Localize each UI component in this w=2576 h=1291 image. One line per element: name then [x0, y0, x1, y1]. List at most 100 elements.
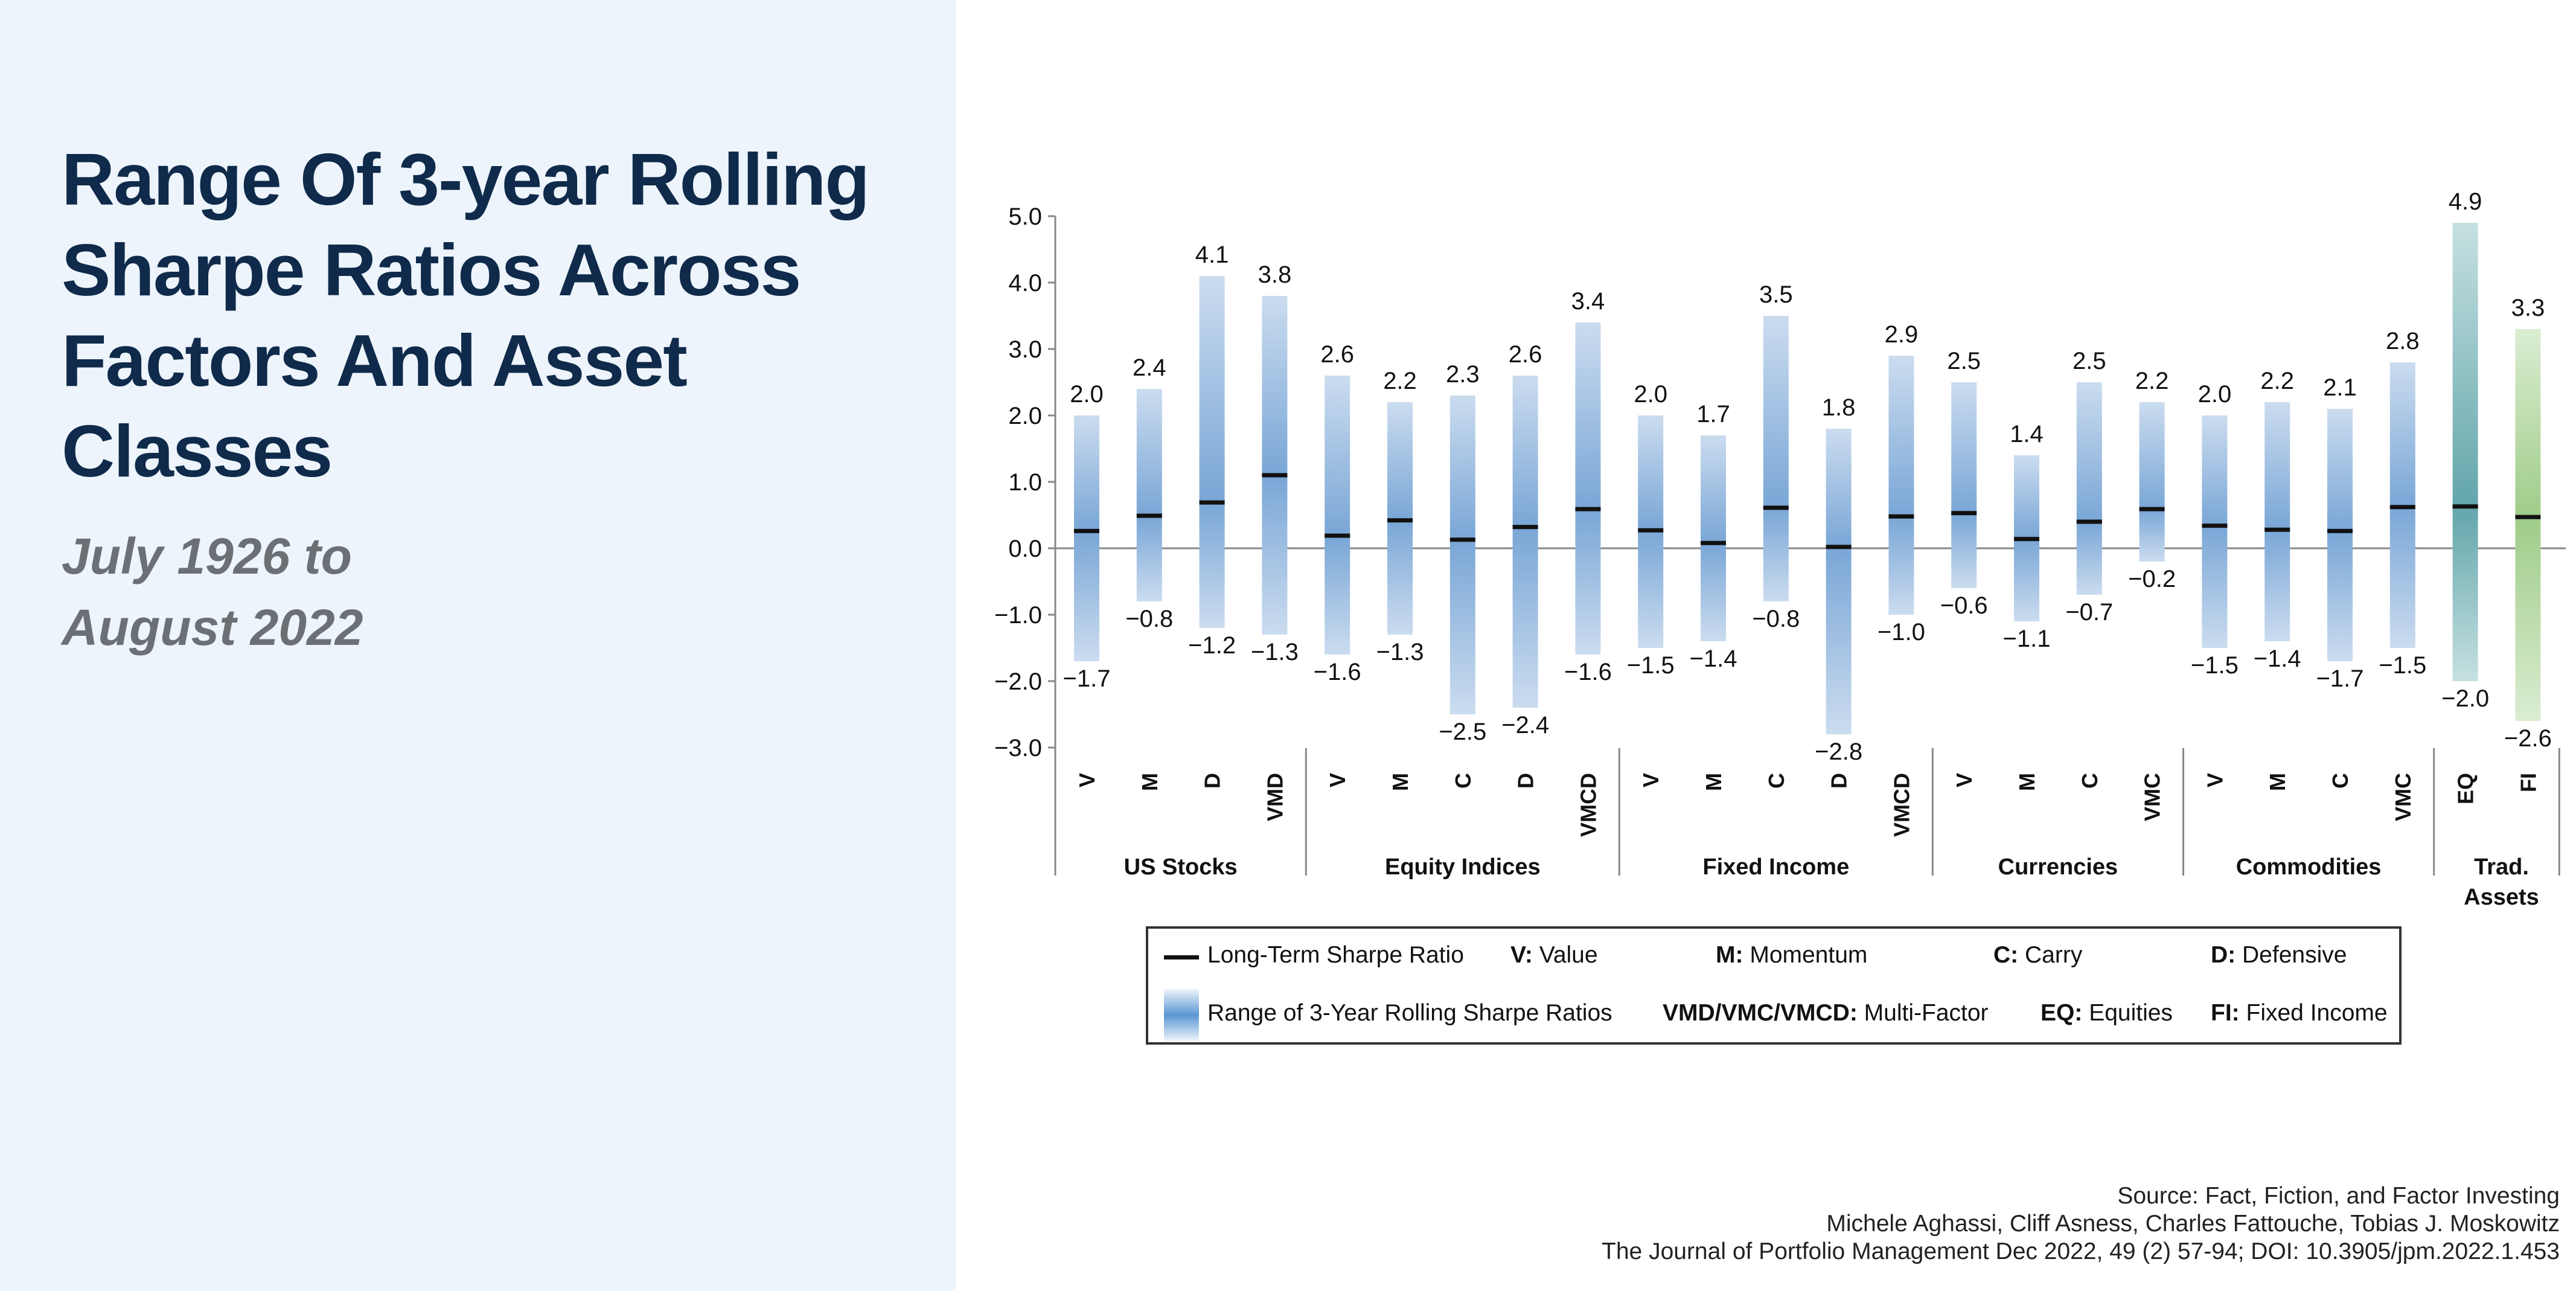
y-tick-label: 2.0 — [1008, 403, 1042, 429]
range-bar-vmc — [2139, 402, 2165, 562]
factor-label: VMD — [1262, 773, 1287, 821]
max-value-label: 4.1 — [1195, 242, 1229, 268]
factor-label: M — [1388, 773, 1413, 791]
max-value-label: 2.2 — [1383, 368, 1417, 394]
factor-label: M — [2265, 773, 2290, 791]
range-bar-m — [2264, 402, 2290, 641]
min-value-label: −2.5 — [1439, 719, 1486, 745]
factor-label: VMCD — [1889, 773, 1914, 837]
factor-label: VMC — [2140, 773, 2165, 821]
legend-multi-factor: VMD/VMC/VMCD: Multi-Factor — [1663, 1000, 1989, 1026]
factor-label: V — [1638, 773, 1663, 787]
min-value-label: −1.5 — [2379, 652, 2426, 679]
range-bar-fi — [2515, 329, 2541, 721]
min-value-label: −1.3 — [1251, 639, 1299, 665]
legend-carry: C: Carry — [1993, 942, 2083, 968]
max-value-label: 2.0 — [1634, 381, 1667, 408]
y-tick-label: −3.0 — [994, 735, 1042, 761]
y-tick-label: 3.0 — [1008, 336, 1042, 363]
factor-label: V — [1325, 773, 1350, 787]
source-line-1: Source: Fact, Fiction, and Factor Invest… — [2117, 1183, 2560, 1209]
max-value-label: 3.3 — [2511, 295, 2545, 321]
factor-label: M — [2015, 773, 2039, 791]
range-bar-vmcd — [1575, 322, 1601, 655]
min-value-label: −1.7 — [1063, 665, 1111, 692]
max-value-label: 4.9 — [2449, 188, 2482, 215]
max-value-label: 2.6 — [1509, 341, 1542, 368]
factor-label: C — [2077, 773, 2102, 789]
min-value-label: −2.0 — [2441, 685, 2489, 712]
range-bar-c — [2076, 382, 2102, 595]
legend-long-term: Long-Term Sharpe Ratio — [1207, 942, 1464, 968]
max-value-label: 2.9 — [1885, 321, 1919, 348]
range-bar-c — [1763, 316, 1789, 601]
range-bar-v — [1074, 415, 1099, 661]
y-tick-label: 5.0 — [1008, 203, 1042, 230]
min-value-label: −1.5 — [1627, 652, 1675, 679]
max-value-label: 2.0 — [2198, 381, 2232, 408]
range-bar-m — [1136, 389, 1162, 601]
legend-value: V: Value — [1510, 942, 1598, 968]
title-block: Range Of 3-year Rolling Sharpe Ratios Ac… — [62, 134, 949, 663]
legend-fixed-income: FI: Fixed Income — [2211, 1000, 2388, 1026]
min-value-label: −0.2 — [2128, 566, 2176, 592]
min-value-label: −1.4 — [2254, 646, 2301, 672]
range-bar-c — [1449, 396, 1475, 714]
group-label: Assets — [2464, 885, 2539, 910]
max-value-label: 2.5 — [1947, 348, 1981, 374]
min-value-label: −2.6 — [2504, 725, 2552, 752]
group-label: Equity Indices — [1385, 854, 1541, 880]
max-value-label: 2.3 — [1446, 361, 1480, 388]
range-bar-v — [1951, 382, 1977, 588]
min-value-label: −1.2 — [1188, 632, 1236, 659]
min-value-label: −2.4 — [1501, 712, 1549, 738]
min-value-label: −0.8 — [1125, 606, 1173, 632]
max-value-label: 3.4 — [1571, 288, 1605, 315]
range-bar-c — [2327, 409, 2353, 661]
source-line-3: The Journal of Portfolio Management Dec … — [1602, 1238, 2560, 1264]
factor-label: VMCD — [1576, 773, 1600, 837]
range-bar-v — [1325, 376, 1350, 655]
max-value-label: 2.0 — [1070, 381, 1104, 408]
group-label: Currencies — [1998, 854, 2118, 880]
group-label: Fixed Income — [1702, 854, 1849, 880]
min-value-label: −1.4 — [1690, 646, 1737, 672]
range-bar-d — [1826, 429, 1852, 734]
y-tick-label: −2.0 — [994, 668, 1042, 695]
range-bar-d — [1199, 276, 1225, 628]
date-range: July 1926 to August 2022 — [62, 521, 949, 663]
range-bar-d — [1512, 376, 1538, 708]
y-tick-label: 0.0 — [1008, 536, 1042, 562]
factor-label: D — [1200, 773, 1225, 789]
min-value-label: −1.3 — [1376, 639, 1424, 665]
min-value-label: −1.0 — [1878, 619, 1925, 646]
factor-label: VMC — [2391, 773, 2415, 821]
factor-label: C — [1764, 773, 1789, 789]
max-value-label: 1.7 — [1696, 401, 1730, 428]
min-value-label: −0.8 — [1752, 606, 1800, 632]
min-value-label: −2.8 — [1815, 738, 1862, 765]
legend-momentum: M: Momentum — [1716, 942, 1868, 968]
range-bar-eq — [2452, 223, 2478, 681]
source-line-2: Michele Aghassi, Cliff Asness, Charles F… — [1826, 1211, 2560, 1237]
max-value-label: 2.2 — [2135, 368, 2169, 394]
group-label: Commodities — [2236, 854, 2382, 880]
factor-label: D — [1827, 773, 1852, 789]
max-value-label: 3.5 — [1759, 281, 1793, 308]
range-bar-vmcd — [1888, 356, 1914, 615]
range-bar-vmd — [1262, 296, 1288, 635]
y-tick-label: −1.0 — [994, 602, 1042, 629]
source-citation: Source: Fact, Fiction, and Factor Invest… — [1602, 1182, 2560, 1266]
min-value-label: −1.6 — [1314, 659, 1361, 685]
y-tick-label: 4.0 — [1008, 270, 1042, 296]
max-value-label: 1.4 — [2010, 421, 2044, 447]
factor-label: C — [2328, 773, 2353, 789]
date-range-line-2: August 2022 — [62, 599, 363, 656]
range-bar-v — [2202, 415, 2228, 648]
factor-label: FI — [2516, 773, 2540, 792]
range-swatch — [1164, 989, 1199, 1041]
range-bar-m — [1701, 435, 1726, 641]
min-value-label: −1.7 — [2316, 665, 2364, 692]
max-value-label: 1.8 — [1822, 394, 1856, 421]
